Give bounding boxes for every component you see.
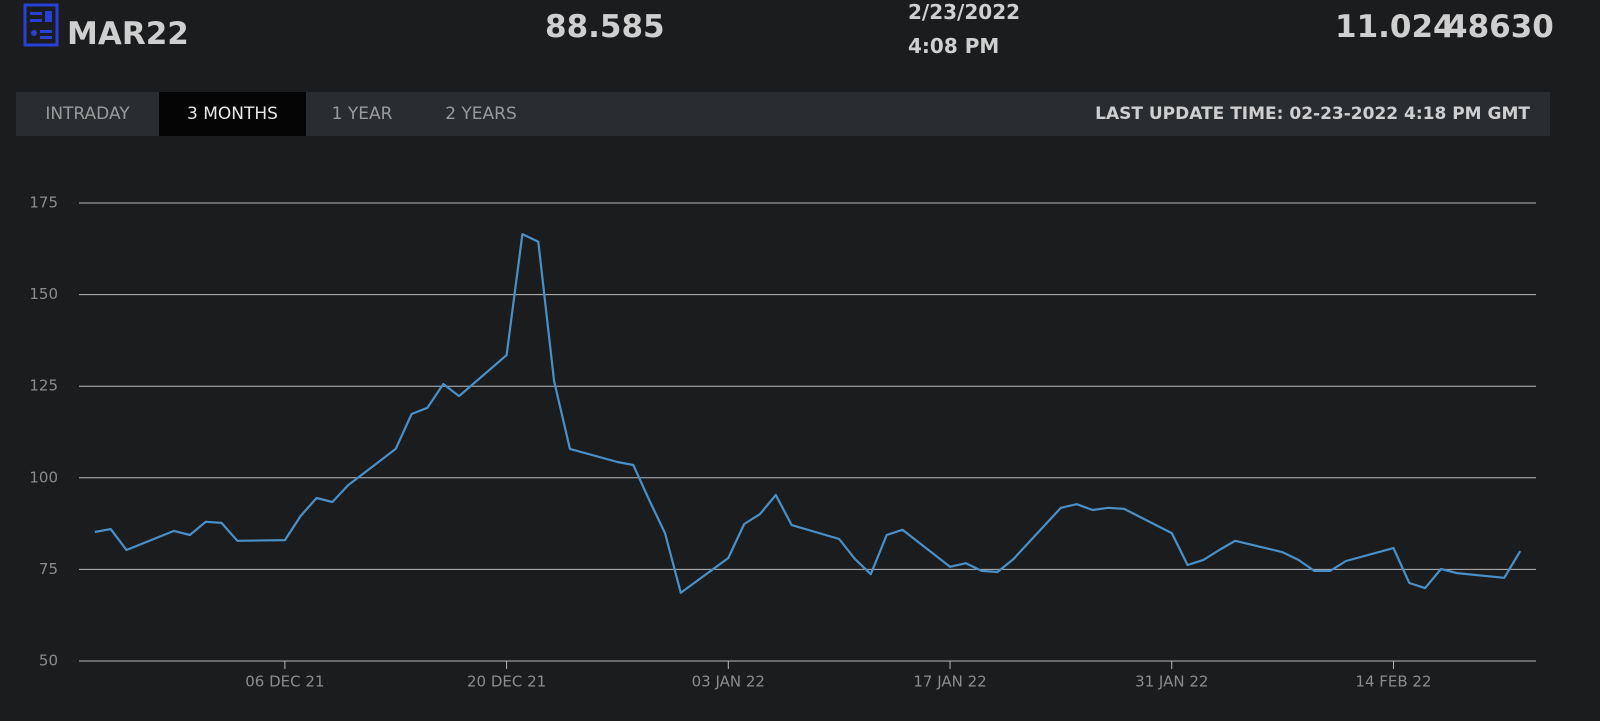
y-tick-label: 75	[39, 560, 58, 578]
tab[interactable]: 1 YEAR	[331, 104, 393, 124]
tab[interactable]: 2 YEARS	[445, 104, 517, 124]
volume: 48630	[1446, 9, 1554, 45]
price-line	[94, 233, 1522, 594]
x-tick-label: 31 JAN 22	[1135, 673, 1208, 691]
tab-bar: INTRADAY 3 MONTHS 1 YEAR 2 YEARS LAST UP…	[16, 92, 1550, 136]
x-tick-label: 14 FEB 22	[1355, 673, 1431, 691]
tab[interactable]: 3 MONTHS	[159, 92, 306, 136]
change: 11.024	[1335, 9, 1455, 45]
y-tick-label: 50	[39, 652, 58, 670]
y-tick-label: 175	[29, 194, 58, 212]
x-tick-label: 03 JAN 22	[692, 673, 765, 691]
x-tick-label: 20 DEC 21	[467, 673, 546, 691]
symbol: MAR22	[67, 16, 189, 52]
time: 4:08 PM	[908, 34, 1000, 58]
date: 2/23/2022	[908, 0, 1021, 24]
x-tick-label: 06 DEC 21	[245, 673, 324, 691]
y-tick-label: 100	[29, 468, 58, 486]
last-update: LAST UPDATE TIME: 02-23-2022 4:18 PM GMT	[1095, 104, 1530, 124]
price: 88.585	[545, 9, 665, 45]
icon	[23, 3, 59, 47]
tab[interactable]: INTRADAY	[45, 104, 130, 124]
y-tick-label: 150	[29, 285, 58, 303]
y-tick-label: 125	[29, 377, 58, 395]
x-tick-label: 17 JAN 22	[913, 673, 986, 691]
